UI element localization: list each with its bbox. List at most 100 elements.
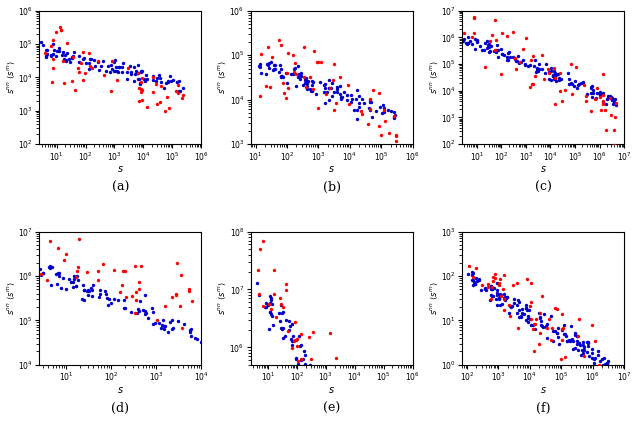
Point <box>575 351 585 358</box>
Point <box>520 62 531 68</box>
Point <box>126 68 136 75</box>
Point <box>265 309 275 316</box>
Point <box>129 77 139 84</box>
Point <box>490 17 500 23</box>
Point <box>365 97 375 104</box>
Point <box>480 285 490 292</box>
Point <box>183 288 194 295</box>
Point <box>301 74 311 81</box>
Point <box>110 267 120 274</box>
Point <box>165 72 175 79</box>
Point <box>345 414 355 421</box>
Point <box>564 336 574 343</box>
Point <box>268 322 278 329</box>
Point <box>301 373 311 380</box>
Point <box>338 94 348 101</box>
Point <box>266 58 276 65</box>
Point <box>530 321 540 328</box>
Point <box>597 355 607 362</box>
Point <box>583 339 593 346</box>
Point <box>564 76 574 83</box>
Point <box>539 76 549 83</box>
Point <box>475 286 485 293</box>
Point <box>136 262 146 269</box>
Point <box>269 66 280 73</box>
Point <box>562 337 572 344</box>
Point <box>126 309 136 315</box>
Point <box>278 309 288 316</box>
Point <box>548 337 558 344</box>
Point <box>345 414 355 421</box>
Point <box>271 314 281 320</box>
Point <box>324 381 334 388</box>
Point <box>317 389 327 396</box>
Point <box>482 45 492 52</box>
Point <box>117 68 127 75</box>
Point <box>513 324 523 331</box>
Point <box>45 238 55 245</box>
Point <box>113 69 123 76</box>
Point <box>462 40 472 47</box>
Point <box>506 304 517 311</box>
Point <box>555 88 566 95</box>
Point <box>152 100 162 107</box>
Point <box>389 112 399 119</box>
Point <box>467 272 477 279</box>
Point <box>296 357 306 363</box>
Point <box>168 77 178 84</box>
Point <box>475 42 485 49</box>
Point <box>118 60 128 67</box>
Point <box>54 23 64 30</box>
Point <box>96 63 106 70</box>
Point <box>354 99 364 106</box>
Point <box>390 132 401 139</box>
Point <box>513 297 523 303</box>
Point <box>497 300 508 307</box>
Point <box>134 80 145 87</box>
Point <box>536 65 547 72</box>
Point <box>596 107 606 113</box>
Point <box>134 97 145 104</box>
Point <box>176 325 187 332</box>
Point <box>81 60 91 67</box>
Point <box>296 356 306 363</box>
Point <box>533 68 543 75</box>
Point <box>526 280 536 286</box>
Point <box>340 415 350 422</box>
Point <box>537 293 547 300</box>
Point <box>133 70 143 76</box>
Point <box>125 63 136 70</box>
Point <box>51 52 61 59</box>
Point <box>297 368 307 375</box>
Point <box>594 362 604 368</box>
Point <box>307 88 317 95</box>
Point <box>303 82 313 89</box>
Point <box>520 61 531 68</box>
Point <box>333 396 343 402</box>
Point <box>364 106 375 113</box>
Point <box>293 360 303 367</box>
Point <box>312 364 322 371</box>
Point <box>527 326 538 332</box>
Point <box>492 286 503 293</box>
Point <box>285 71 296 77</box>
Point <box>526 57 536 64</box>
Point <box>331 100 341 107</box>
Point <box>283 328 293 335</box>
Point <box>130 262 140 269</box>
Point <box>280 332 290 339</box>
Point <box>523 314 533 321</box>
Point <box>556 356 566 363</box>
Point <box>305 361 315 368</box>
Point <box>578 341 588 348</box>
Point <box>38 269 48 276</box>
Point <box>322 88 332 95</box>
Point <box>374 123 384 130</box>
Point <box>548 68 559 74</box>
Point <box>134 307 144 314</box>
Point <box>470 280 480 287</box>
Point <box>578 338 588 345</box>
Point <box>480 285 490 292</box>
Point <box>471 274 481 281</box>
Point <box>324 379 334 385</box>
